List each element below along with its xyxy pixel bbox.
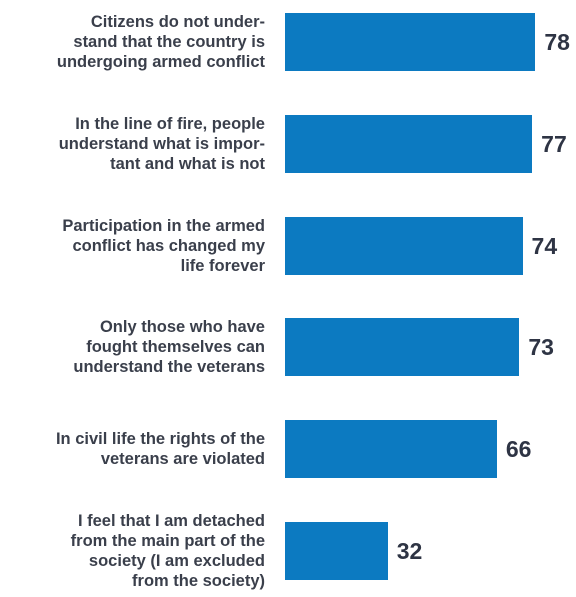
value-label: 78 bbox=[544, 29, 570, 55]
bar bbox=[285, 522, 388, 580]
bar bbox=[285, 420, 497, 479]
bar bbox=[285, 216, 523, 275]
bar bbox=[285, 114, 533, 173]
category-label: Participation in the armed conflict has … bbox=[62, 216, 265, 275]
category-label: Citizens do not under- stand that the co… bbox=[56, 13, 265, 71]
value-label: 73 bbox=[528, 334, 554, 361]
bar bbox=[285, 318, 520, 377]
value-label: 32 bbox=[396, 538, 423, 564]
category-label: In civil life the rights of the veterans… bbox=[55, 430, 265, 469]
category-label: I feel that I am detached from the main … bbox=[70, 512, 265, 590]
value-label: 74 bbox=[531, 232, 558, 259]
value-label: 66 bbox=[505, 436, 532, 463]
category-label: Only those who have fought themselves ca… bbox=[73, 318, 265, 377]
value-label: 77 bbox=[541, 130, 567, 157]
bar bbox=[285, 13, 536, 71]
category-label: In the line of fire, people understand w… bbox=[58, 114, 265, 173]
